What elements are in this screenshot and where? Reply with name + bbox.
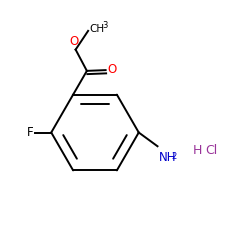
Text: O: O — [70, 35, 79, 48]
Text: F: F — [26, 126, 33, 139]
Text: CH: CH — [90, 24, 104, 34]
Text: 2: 2 — [172, 152, 177, 161]
Text: NH: NH — [159, 151, 176, 164]
Text: 3: 3 — [102, 21, 107, 30]
Text: Cl: Cl — [205, 144, 217, 156]
Text: O: O — [108, 63, 117, 76]
Text: H: H — [193, 144, 202, 156]
